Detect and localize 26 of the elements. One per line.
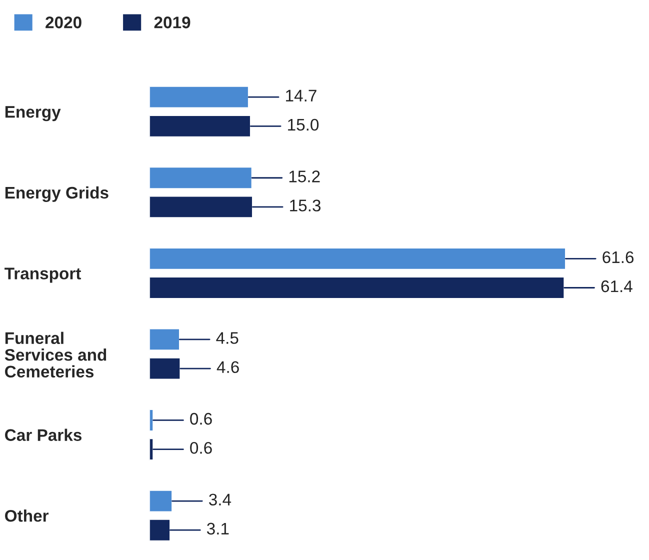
legend-label: 2019 — [154, 16, 190, 28]
data-label: 61.6 — [602, 251, 634, 264]
y-tick-label: Other — [5, 510, 49, 522]
bar — [149, 328, 180, 352]
data-label: 0.6 — [190, 442, 212, 454]
bar — [149, 247, 566, 270]
data-label: 14.7 — [286, 90, 316, 102]
y-tick-label: Funeral Services and Cemeteries — [4, 332, 106, 378]
data-label: 15.3 — [290, 200, 321, 212]
bar — [149, 489, 173, 513]
data-label: 4.5 — [216, 332, 238, 344]
y-tick-label: Transport — [4, 268, 82, 283]
data-label: 4.6 — [216, 361, 239, 374]
legend-label: 2020 — [46, 16, 82, 28]
data-label: 3.1 — [206, 522, 229, 535]
data-label: 15.2 — [289, 170, 320, 182]
y-tick-label: Energy — [5, 106, 61, 122]
y-tick-label: Energy Grids — [5, 186, 108, 202]
bar — [149, 166, 253, 190]
data-label: 0.6 — [190, 412, 212, 425]
data-label: 15.0 — [288, 118, 319, 131]
data-label: 61.4 — [601, 280, 632, 292]
bar — [149, 408, 154, 432]
data-label: 3.4 — [209, 494, 232, 506]
y-tick-label: Car Parks — [5, 428, 82, 441]
bar — [149, 85, 250, 109]
